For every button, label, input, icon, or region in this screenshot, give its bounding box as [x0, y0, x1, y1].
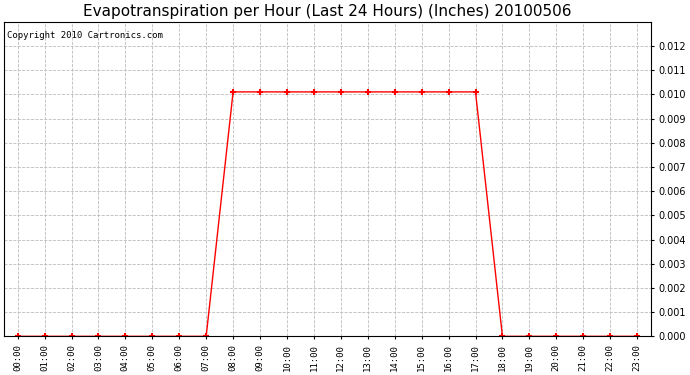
Text: Copyright 2010 Cartronics.com: Copyright 2010 Cartronics.com: [8, 31, 164, 40]
Title: Evapotranspiration per Hour (Last 24 Hours) (Inches) 20100506: Evapotranspiration per Hour (Last 24 Hou…: [83, 4, 571, 19]
